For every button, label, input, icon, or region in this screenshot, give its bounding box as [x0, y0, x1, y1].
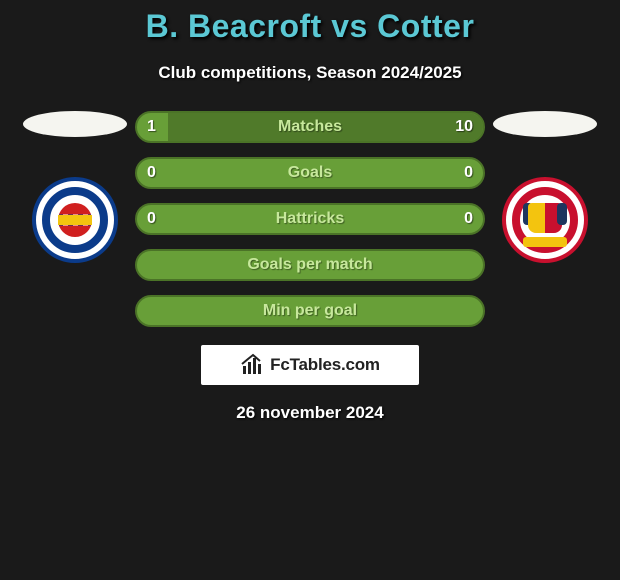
stat-label: Goals per match: [247, 256, 372, 274]
stat-bars: 1 Matches 10 0 Goals 0 0 Hattricks 0 Goals per ma…: [135, 111, 485, 327]
stat-value-left: 0: [147, 210, 156, 228]
stat-value-right: 0: [464, 164, 473, 182]
stat-bar: 0 Goals 0: [135, 157, 485, 189]
comparison-body: 1 Matches 10 0 Goals 0 0 Hattricks 0 Goals per ma…: [0, 111, 620, 327]
brand-badge[interactable]: FcTables.com: [201, 345, 419, 385]
page-title: B. Beacroft vs Cotter: [0, 8, 620, 45]
stat-label: Goals: [288, 164, 332, 182]
stat-bar: Min per goal: [135, 295, 485, 327]
brand-text: FcTables.com: [270, 355, 380, 375]
crest-figure-icon: [557, 203, 567, 225]
stat-label: Hattricks: [276, 210, 344, 228]
subtitle: Club competitions, Season 2024/2025: [0, 63, 620, 83]
stat-bar: 0 Hattricks 0: [135, 203, 485, 235]
crest-scroll-icon: [523, 237, 567, 247]
stat-value-right: 10: [455, 118, 473, 136]
stat-value-left: 0: [147, 164, 156, 182]
stat-label: Min per goal: [263, 302, 357, 320]
comparison-card: B. Beacroft vs Cotter Club competitions,…: [0, 0, 620, 423]
player-photo-placeholder-right: [493, 111, 597, 137]
club-crest-right: [502, 177, 588, 263]
date-label: 26 november 2024: [0, 403, 620, 423]
stat-label: Matches: [278, 118, 342, 136]
player-photo-placeholder-left: [23, 111, 127, 137]
right-player-column: [485, 111, 605, 263]
stat-bar: Goals per match: [135, 249, 485, 281]
bar-chart-icon: [240, 353, 264, 377]
stat-bar: 1 Matches 10: [135, 111, 485, 143]
stat-value-left: 1: [147, 118, 156, 136]
left-player-column: [15, 111, 135, 263]
stat-value-right: 0: [464, 210, 473, 228]
crest-band-icon: [58, 215, 92, 225]
club-crest-left: [32, 177, 118, 263]
